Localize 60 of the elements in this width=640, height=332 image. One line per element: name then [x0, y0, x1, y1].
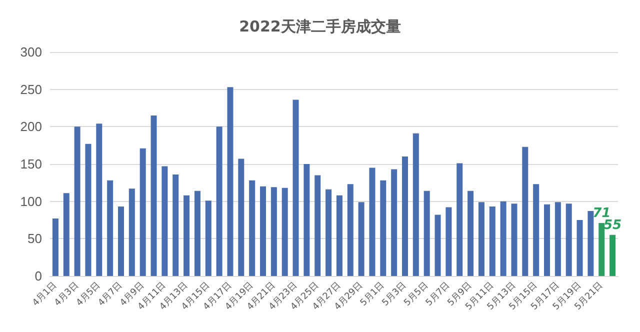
bar — [468, 190, 474, 276]
y-tick-label: 100 — [20, 194, 42, 209]
bar — [336, 195, 342, 276]
bar — [249, 180, 256, 276]
bar — [588, 211, 594, 276]
bar — [358, 202, 364, 276]
y-tick-label: 200 — [20, 119, 42, 134]
bar — [576, 220, 583, 276]
bar — [96, 124, 102, 276]
bar — [424, 190, 430, 276]
bar — [347, 184, 354, 276]
bar — [205, 200, 212, 276]
bar — [150, 115, 157, 276]
bar — [598, 222, 605, 276]
bar — [554, 202, 561, 276]
y-tick-label: 0 — [34, 268, 42, 284]
bar — [500, 201, 506, 276]
bar — [194, 190, 200, 276]
bar — [260, 186, 266, 276]
bar — [402, 156, 408, 276]
bar — [162, 166, 168, 276]
bar — [107, 180, 114, 276]
y-tick-label: 150 — [20, 156, 42, 172]
bar — [412, 133, 419, 276]
chart-title: 2022天津二手房成交量 — [239, 18, 401, 36]
bar — [489, 206, 496, 276]
bar — [172, 174, 179, 276]
bar — [282, 188, 288, 276]
bar — [566, 204, 572, 276]
bar — [544, 204, 550, 276]
bar — [118, 206, 124, 276]
bar — [522, 146, 528, 276]
bar — [533, 184, 540, 276]
bar — [270, 187, 277, 276]
bar — [184, 195, 190, 276]
bar — [434, 214, 441, 276]
bar — [610, 234, 616, 276]
bar — [74, 126, 80, 276]
bar — [140, 148, 146, 276]
bar — [446, 207, 452, 276]
bar — [216, 126, 222, 276]
bar — [369, 168, 376, 276]
bar — [478, 202, 484, 276]
bar — [391, 169, 398, 276]
bar — [128, 188, 135, 276]
bar — [292, 100, 299, 276]
bar — [304, 164, 310, 276]
bar — [326, 189, 332, 276]
bar — [238, 158, 244, 276]
bar — [52, 218, 58, 276]
bar — [380, 180, 386, 276]
y-tick-label: 250 — [20, 82, 42, 97]
bar — [456, 163, 463, 276]
y-tick-label: 50 — [28, 231, 42, 246]
bar — [85, 144, 92, 276]
bar — [63, 193, 70, 276]
y-tick-label: 300 — [20, 44, 42, 60]
bar — [227, 87, 234, 276]
bar — [511, 204, 518, 276]
bar — [314, 175, 321, 276]
